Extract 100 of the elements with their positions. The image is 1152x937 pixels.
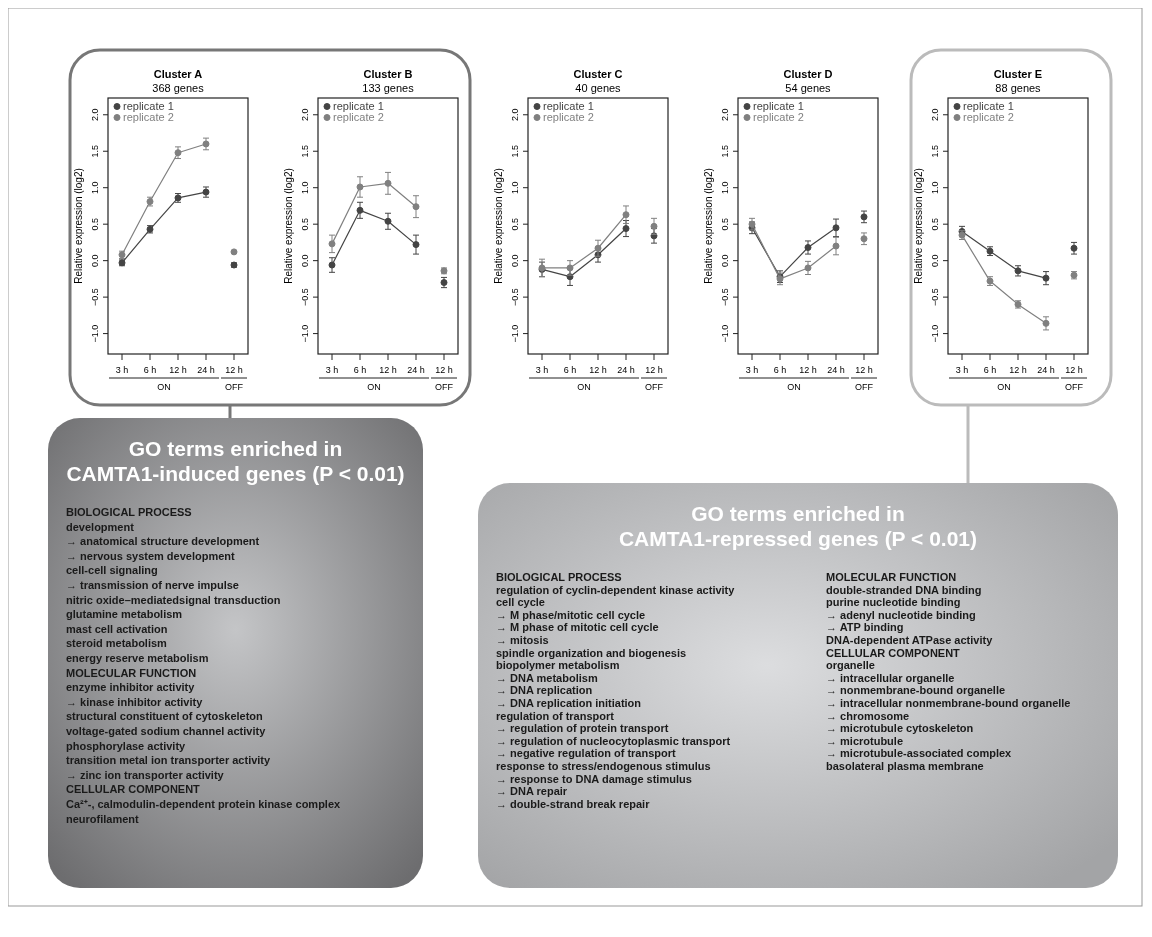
chart-title: Cluster E xyxy=(993,68,1043,80)
text: → intracellular organelle xyxy=(826,671,955,684)
y-tick-label: 0.5 xyxy=(510,217,520,231)
chart-title: Cluster A xyxy=(153,68,203,80)
y-tick-label: −1.0 xyxy=(90,324,100,343)
x-tick-label: 12 h xyxy=(1009,365,1027,375)
y-tick-label: 0.0 xyxy=(720,254,730,267)
text: GO terms enriched in CAMTA1-induced genes (P < 0.01) xyxy=(66,437,405,485)
text: MOLECULAR FUNCTION xyxy=(66,666,197,679)
chart-title: Cluster D xyxy=(783,68,833,80)
x-tick-label: 6 h xyxy=(773,365,787,375)
y-tick-label: 0.0 xyxy=(510,254,520,267)
x-tick-label: 3 h xyxy=(325,365,339,375)
y-tick-label: 1.5 xyxy=(720,144,730,158)
y-tick-label: 0.5 xyxy=(90,217,100,231)
text: response to stress/endogenous stimulus xyxy=(496,760,711,772)
legend-label: replicate 2 xyxy=(123,111,174,123)
x-tick-label: 24 h xyxy=(827,365,845,375)
y-tick-label: 1.0 xyxy=(90,181,100,194)
y-tick-label: −1.0 xyxy=(930,324,940,343)
text: → double-strand break repair xyxy=(496,797,651,810)
text: mast cell activation xyxy=(66,622,168,635)
legend-label: replicate 1 xyxy=(543,100,594,112)
text: glutamine metabolism xyxy=(66,608,183,621)
y-tick-label: 0.5 xyxy=(720,217,730,231)
text: development xyxy=(66,520,135,533)
text: GO terms enriched in CAMTA1-repressed genes (P < 0.01) xyxy=(618,502,978,550)
y-tick-label: 0.5 xyxy=(300,217,310,231)
x-tick-label: 6 h xyxy=(353,365,367,375)
x-tick-label: 6 h xyxy=(563,365,577,375)
text: ON xyxy=(157,382,171,392)
chart-subtitle: 133 genes xyxy=(362,82,415,94)
text: basolateral plasma membrane xyxy=(826,760,984,772)
x-tick-label: 3 h xyxy=(955,365,969,375)
y-tick-label: 2.0 xyxy=(720,108,730,122)
legend-label: replicate 1 xyxy=(753,100,804,112)
legend-label: replicate 2 xyxy=(753,111,804,123)
y-tick-label: −0.5 xyxy=(720,288,730,306)
text: → microtubule-associated complex xyxy=(826,747,1013,760)
text: enzyme inhibitor activity xyxy=(66,681,196,694)
text: structural constituent of cytoskeleton xyxy=(66,710,264,723)
x-tick-label: 6 h xyxy=(143,365,157,375)
text: ON xyxy=(997,382,1011,392)
text: → M phase of mitotic cell cycle xyxy=(496,621,659,634)
x-tick-label: 12 h xyxy=(855,365,873,375)
text: MOLECULAR FUNCTION xyxy=(826,571,957,583)
text: → regulation of nucleocytoplasmic transport xyxy=(496,734,731,747)
y-axis-title: Relative expression (log2) xyxy=(913,168,924,284)
x-tick-label: 12 h xyxy=(1065,365,1083,375)
y-tick-label: 2.0 xyxy=(90,108,100,122)
y-tick-label: 0.5 xyxy=(930,217,940,231)
text: CELLULAR COMPONENT xyxy=(66,783,201,796)
x-tick-label: 12 h xyxy=(169,365,187,375)
y-axis-title: Relative expression (log2) xyxy=(493,168,504,284)
text: double-stranded DNA binding xyxy=(826,583,982,596)
text: regulation of cyclin-dependent kinase activity xyxy=(496,583,736,596)
text: phosphorylase activity xyxy=(66,739,187,752)
y-tick-label: 1.0 xyxy=(510,181,520,194)
text: regulation of transport xyxy=(496,709,615,722)
y-tick-label: 1.5 xyxy=(930,144,940,158)
text: → microtubule cytoskeleton xyxy=(826,722,974,735)
legend-label: replicate 2 xyxy=(333,111,384,123)
text: → regulation of protein transport xyxy=(496,722,669,735)
text: → M phase/mitotic cell cycle xyxy=(496,608,646,621)
text: ON xyxy=(577,382,591,392)
x-tick-label: 12 h xyxy=(379,365,397,375)
x-tick-label: 3 h xyxy=(535,365,549,375)
text: voltage-gated sodium channel activity xyxy=(66,725,267,737)
y-tick-label: 2.0 xyxy=(510,108,520,122)
text: → nonmembrane-bound organelle xyxy=(826,684,1006,697)
text: → kinase inhibitor activity xyxy=(66,695,204,708)
x-tick-label: 12 h xyxy=(435,365,453,375)
text: steroid metabolism xyxy=(66,637,168,650)
y-tick-label: −0.5 xyxy=(510,288,520,306)
y-tick-label: 1.5 xyxy=(300,144,310,158)
text: biopolymer metabolism xyxy=(496,659,620,672)
text: → nervous system development xyxy=(66,549,236,562)
text: → response to DNA damage stimulus xyxy=(496,772,692,785)
y-tick-label: 0.0 xyxy=(930,254,940,267)
text: DNA-dependent ATPase activity xyxy=(826,634,994,646)
text: → intracellular nonmembrane-bound organelle xyxy=(826,697,1071,709)
text: ON xyxy=(787,382,801,392)
x-tick-label: 24 h xyxy=(197,365,215,375)
legend-label: replicate 2 xyxy=(543,111,594,123)
text: OFF xyxy=(435,382,454,392)
y-tick-label: 1.5 xyxy=(510,144,520,158)
text: → DNA metabolism xyxy=(496,671,598,684)
text: transition metal ion transporter activity xyxy=(66,754,272,767)
text: neurofilament xyxy=(66,812,140,825)
chart-subtitle: 88 genes xyxy=(995,82,1042,94)
text: cell-cell signaling xyxy=(66,564,158,577)
text: → microtubule xyxy=(826,734,904,747)
text: → anatomical structure development xyxy=(66,535,260,548)
text: OFF xyxy=(1065,382,1084,392)
chart-subtitle: 368 genes xyxy=(152,82,205,94)
legend-label: replicate 1 xyxy=(333,100,384,112)
x-tick-label: 3 h xyxy=(115,365,129,375)
text: Ca²⁺-, calmodulin-dependent protein kinase complex xyxy=(66,798,342,810)
legend-label: replicate 1 xyxy=(123,100,174,112)
chart-subtitle: 40 genes xyxy=(575,82,622,94)
